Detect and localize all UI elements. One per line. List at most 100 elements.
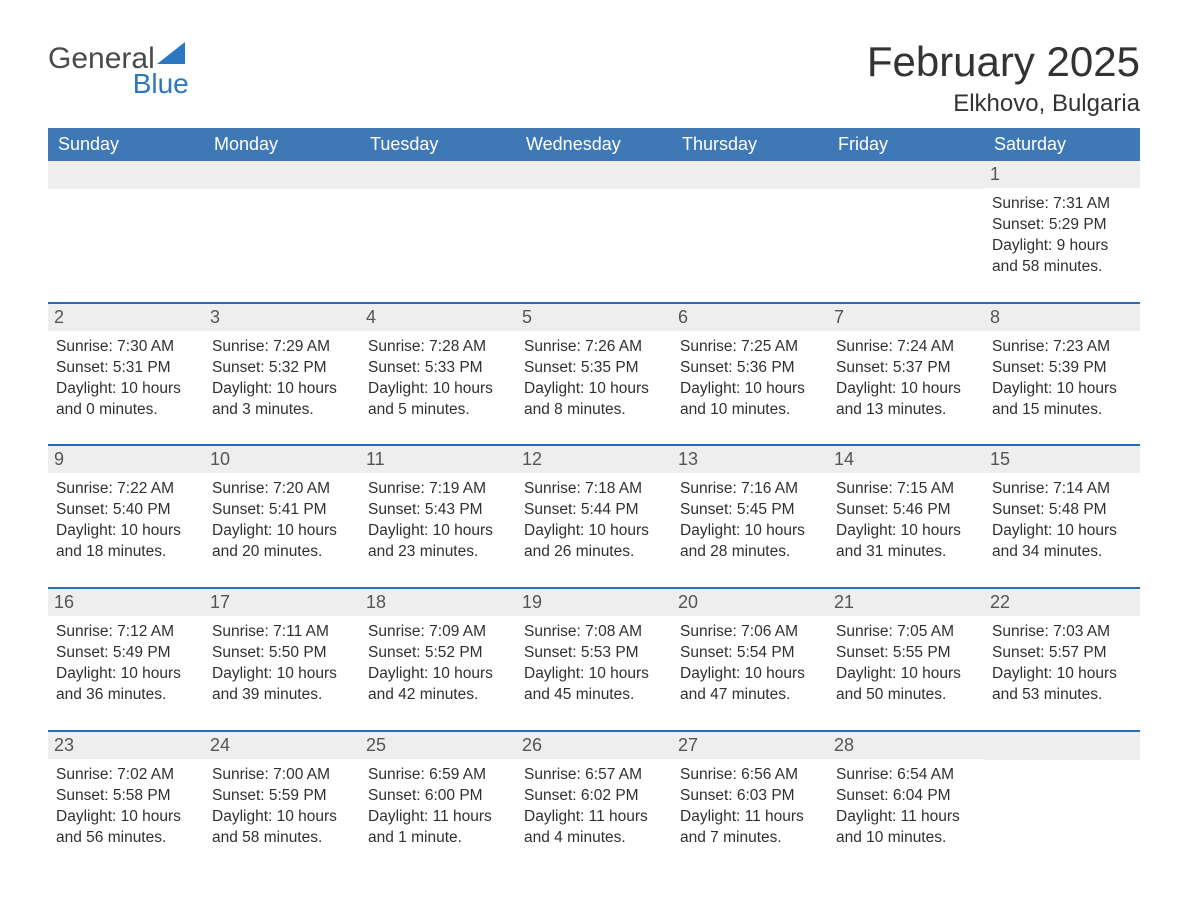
- sunrise-text: Sunrise: 7:09 AM: [368, 622, 508, 643]
- day-info: Sunrise: 6:59 AMSunset: 6:00 PMDaylight:…: [368, 765, 508, 849]
- daylight-text: and 36 minutes.: [56, 685, 196, 706]
- sunrise-text: Sunrise: 7:00 AM: [212, 765, 352, 786]
- daylight-text: Daylight: 11 hours: [836, 807, 976, 828]
- calendar-day-empty: [828, 161, 984, 284]
- day-number: 3: [204, 304, 360, 331]
- dow-cell: Monday: [204, 128, 360, 161]
- daylight-text: Daylight: 11 hours: [524, 807, 664, 828]
- day-info: Sunrise: 7:19 AMSunset: 5:43 PMDaylight:…: [368, 479, 508, 563]
- sunrise-text: Sunrise: 7:18 AM: [524, 479, 664, 500]
- day-of-week-header: SundayMondayTuesdayWednesdayThursdayFrid…: [48, 128, 1140, 161]
- daylight-text: Daylight: 10 hours: [368, 379, 508, 400]
- day-number: [828, 161, 984, 189]
- day-number: 15: [984, 446, 1140, 473]
- sunset-text: Sunset: 5:44 PM: [524, 500, 664, 521]
- day-number: 6: [672, 304, 828, 331]
- daylight-text: Daylight: 10 hours: [524, 664, 664, 685]
- day-info: Sunrise: 7:23 AMSunset: 5:39 PMDaylight:…: [992, 337, 1132, 421]
- day-number: 5: [516, 304, 672, 331]
- daylight-text: Daylight: 10 hours: [992, 379, 1132, 400]
- calendar-day: 4Sunrise: 7:28 AMSunset: 5:33 PMDaylight…: [360, 304, 516, 427]
- day-number: 9: [48, 446, 204, 473]
- daylight-text: and 26 minutes.: [524, 542, 664, 563]
- calendar-day: 15 Sunrise: 7:14 AMSunset: 5:48 PMDayligh…: [984, 446, 1140, 569]
- sunset-text: Sunset: 5:39 PM: [992, 358, 1132, 379]
- day-number: 25: [360, 732, 516, 759]
- header-bar: General Blue February 2025 Elkhovo, Bulg…: [48, 40, 1140, 118]
- sunrise-text: Sunrise: 7:16 AM: [680, 479, 820, 500]
- sunrise-text: Sunrise: 6:54 AM: [836, 765, 976, 786]
- logo-text: General Blue: [48, 40, 189, 98]
- daylight-text: Daylight: 10 hours: [680, 664, 820, 685]
- daylight-text: and 7 minutes.: [680, 828, 820, 849]
- day-info: Sunrise: 7:11 AMSunset: 5:50 PMDaylight:…: [212, 622, 352, 706]
- daylight-text: Daylight: 10 hours: [56, 521, 196, 542]
- sunset-text: Sunset: 5:46 PM: [836, 500, 976, 521]
- day-info: Sunrise: 7:20 AMSunset: 5:41 PMDaylight:…: [212, 479, 352, 563]
- daylight-text: Daylight: 10 hours: [836, 521, 976, 542]
- sunset-text: Sunset: 5:32 PM: [212, 358, 352, 379]
- sunrise-text: Sunrise: 7:26 AM: [524, 337, 664, 358]
- daylight-text: Daylight: 10 hours: [368, 521, 508, 542]
- sunrise-text: Sunrise: 7:06 AM: [680, 622, 820, 643]
- sunset-text: Sunset: 6:04 PM: [836, 786, 976, 807]
- page-title: February 2025: [867, 40, 1140, 84]
- calendar-day: 3Sunrise: 7:29 AMSunset: 5:32 PMDaylight…: [204, 304, 360, 427]
- daylight-text: Daylight: 10 hours: [212, 664, 352, 685]
- dow-cell: Thursday: [672, 128, 828, 161]
- sunset-text: Sunset: 5:57 PM: [992, 643, 1132, 664]
- dow-cell: Tuesday: [360, 128, 516, 161]
- daylight-text: Daylight: 10 hours: [992, 664, 1132, 685]
- calendar-day: 28Sunrise: 6:54 AMSunset: 6:04 PMDayligh…: [828, 732, 984, 855]
- sunrise-text: Sunrise: 7:05 AM: [836, 622, 976, 643]
- calendar-day: 12 Sunrise: 7:18 AMSunset: 5:44 PMDayligh…: [516, 446, 672, 569]
- daylight-text: and 10 minutes.: [836, 828, 976, 849]
- day-info: Sunrise: 7:14 AMSunset: 5:48 PMDaylight:…: [992, 479, 1132, 563]
- calendar-week: 9Sunrise: 7:22 AMSunset: 5:40 PMDaylight…: [48, 444, 1140, 569]
- sunset-text: Sunset: 5:40 PM: [56, 500, 196, 521]
- day-info: Sunrise: 7:12 AMSunset: 5:49 PMDaylight:…: [56, 622, 196, 706]
- daylight-text: Daylight: 10 hours: [524, 521, 664, 542]
- calendar-day: 20Sunrise: 7:06 AMSunset: 5:54 PMDayligh…: [672, 589, 828, 712]
- sunset-text: Sunset: 5:49 PM: [56, 643, 196, 664]
- sunset-text: Sunset: 5:59 PM: [212, 786, 352, 807]
- daylight-text: and 20 minutes.: [212, 542, 352, 563]
- sunrise-text: Sunrise: 7:28 AM: [368, 337, 508, 358]
- sunset-text: Sunset: 5:50 PM: [212, 643, 352, 664]
- day-info: Sunrise: 7:00 AMSunset: 5:59 PMDaylight:…: [212, 765, 352, 849]
- dow-cell: Saturday: [984, 128, 1140, 161]
- daylight-text: and 23 minutes.: [368, 542, 508, 563]
- daylight-text: and 45 minutes.: [524, 685, 664, 706]
- daylight-text: Daylight: 10 hours: [212, 521, 352, 542]
- daylight-text: and 42 minutes.: [368, 685, 508, 706]
- day-number: [516, 161, 672, 189]
- calendar-week: 23Sunrise: 7:02 AMSunset: 5:58 PMDayligh…: [48, 730, 1140, 855]
- sunset-text: Sunset: 5:41 PM: [212, 500, 352, 521]
- calendar-week: 16Sunrise: 7:12 AMSunset: 5:49 PMDayligh…: [48, 587, 1140, 712]
- day-info: Sunrise: 6:56 AMSunset: 6:03 PMDaylight:…: [680, 765, 820, 849]
- day-number: 4: [360, 304, 516, 331]
- sunset-text: Sunset: 5:35 PM: [524, 358, 664, 379]
- calendar-week: 2Sunrise: 7:30 AMSunset: 5:31 PMDaylight…: [48, 302, 1140, 427]
- calendar-day: 25 Sunrise: 6:59 AMSunset: 6:00 PMDayligh…: [360, 732, 516, 855]
- day-number: 12: [516, 446, 672, 473]
- daylight-text: and 5 minutes.: [368, 400, 508, 421]
- calendar-day: 26Sunrise: 6:57 AMSunset: 6:02 PMDayligh…: [516, 732, 672, 855]
- sunset-text: Sunset: 5:53 PM: [524, 643, 664, 664]
- day-number: [204, 161, 360, 189]
- daylight-text: and 28 minutes.: [680, 542, 820, 563]
- daylight-text: and 58 minutes.: [212, 828, 352, 849]
- sunset-text: Sunset: 5:52 PM: [368, 643, 508, 664]
- dow-cell: Sunday: [48, 128, 204, 161]
- calendar-day: 10Sunrise: 7:20 AMSunset: 5:41 PMDayligh…: [204, 446, 360, 569]
- sunset-text: Sunset: 5:43 PM: [368, 500, 508, 521]
- calendar-day-empty: [672, 161, 828, 284]
- daylight-text: Daylight: 10 hours: [524, 379, 664, 400]
- brand-logo: General Blue: [48, 40, 189, 98]
- day-number: 13: [672, 446, 828, 473]
- sunrise-text: Sunrise: 7:03 AM: [992, 622, 1132, 643]
- calendar-day: 13Sunrise: 7:16 AMSunset: 5:45 PMDayligh…: [672, 446, 828, 569]
- daylight-text: Daylight: 10 hours: [836, 664, 976, 685]
- dow-cell: Wednesday: [516, 128, 672, 161]
- daylight-text: Daylight: 9 hours: [992, 236, 1132, 257]
